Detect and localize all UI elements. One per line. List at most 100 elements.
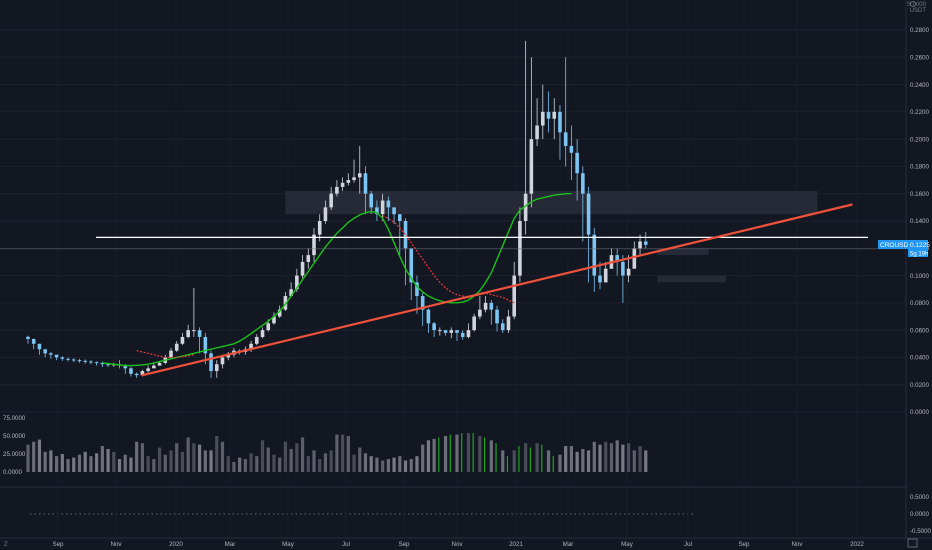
candle-body bbox=[409, 248, 414, 283]
time-tick-label: Nov bbox=[451, 541, 463, 548]
volume-bar bbox=[255, 456, 259, 472]
candle-body bbox=[289, 289, 293, 297]
candle-body bbox=[541, 111, 545, 126]
trendline bbox=[141, 203, 853, 377]
oscillator-tick-label: 0.5000 bbox=[910, 494, 929, 501]
volume-bar bbox=[329, 450, 333, 472]
candle-body bbox=[31, 339, 36, 344]
volume-bar bbox=[163, 454, 167, 472]
volume-bar bbox=[627, 443, 631, 472]
candle-body bbox=[455, 330, 459, 333]
volume-bar bbox=[466, 433, 471, 472]
price-tick-label: 0.2600 bbox=[910, 54, 929, 61]
time-tick-label: Mar bbox=[225, 541, 236, 548]
candle-body bbox=[478, 309, 482, 317]
price-tick-label: 0.0000 bbox=[910, 409, 929, 416]
settings-icon[interactable] bbox=[910, 1, 916, 7]
countdown-tag: 5g 19h bbox=[910, 252, 928, 258]
volume-bar bbox=[409, 459, 413, 472]
volume-bar bbox=[272, 454, 276, 472]
candle-body bbox=[134, 373, 139, 376]
volume-bar bbox=[449, 434, 451, 472]
volume-bar bbox=[135, 441, 139, 472]
volume-bar bbox=[644, 450, 648, 472]
volume-bar bbox=[323, 453, 328, 472]
price-tick-label: 0.0800 bbox=[910, 300, 929, 307]
candle-body bbox=[449, 330, 454, 333]
price-tick-label: 0.0600 bbox=[910, 327, 929, 334]
volume-bar bbox=[146, 456, 150, 472]
time-tick-label: Nov bbox=[791, 541, 803, 548]
candle-body bbox=[77, 360, 82, 362]
candle-body bbox=[37, 343, 42, 350]
volume-bar bbox=[443, 436, 448, 472]
currency-label-unit: USDT bbox=[910, 8, 927, 14]
countdown-tag-bg bbox=[908, 249, 928, 257]
volume-bar bbox=[89, 456, 93, 472]
volume-bar bbox=[632, 450, 636, 472]
candle-body bbox=[197, 330, 202, 337]
volume-bar bbox=[621, 444, 625, 472]
price-tick-label: 0.2400 bbox=[910, 82, 929, 89]
volume-bar bbox=[180, 451, 185, 472]
volume-bar bbox=[455, 434, 459, 472]
candle-body bbox=[489, 302, 494, 310]
candle-body bbox=[180, 336, 185, 344]
candle-body bbox=[420, 296, 425, 310]
moving-average-green bbox=[102, 193, 572, 367]
volume-bar bbox=[260, 440, 265, 472]
volume-bar bbox=[55, 456, 59, 472]
volume-bar bbox=[438, 437, 440, 472]
candle-body bbox=[329, 193, 333, 208]
symbol-tag-bg bbox=[878, 240, 908, 249]
candle-body bbox=[518, 221, 522, 276]
volume-tick-label: 50.0000 bbox=[3, 433, 26, 440]
candle-body bbox=[563, 132, 568, 146]
volume-bar bbox=[283, 441, 287, 472]
top-right-icon[interactable] bbox=[910, 1, 916, 7]
volume-bar bbox=[32, 441, 36, 472]
volume-bar bbox=[575, 451, 579, 472]
volume-bar bbox=[117, 459, 122, 472]
volume-bar bbox=[609, 443, 614, 472]
candle-body bbox=[472, 316, 476, 331]
volume-bar bbox=[306, 456, 310, 472]
auto-scale-icon[interactable] bbox=[907, 538, 918, 548]
volume-bar bbox=[478, 436, 482, 472]
volume-bar bbox=[249, 453, 253, 472]
volume-bar bbox=[375, 457, 379, 472]
volume-bar bbox=[215, 436, 219, 472]
price-tick-label: 0.0400 bbox=[910, 355, 929, 362]
volume-bar bbox=[369, 456, 373, 472]
bottom-right-icon[interactable]: Z bbox=[4, 538, 918, 548]
candle-body bbox=[569, 145, 574, 153]
candle-body bbox=[146, 368, 150, 372]
candle-body bbox=[615, 255, 619, 262]
candle-body bbox=[249, 343, 253, 350]
volume-bar bbox=[226, 456, 230, 472]
price-tick-label: 0.1000 bbox=[910, 273, 929, 280]
volume-bar bbox=[192, 443, 196, 472]
last-price-label[interactable]: CROUSDT 0.1225 5g 19h bbox=[878, 240, 930, 258]
volume-bar bbox=[392, 457, 396, 472]
candle-body bbox=[123, 365, 128, 369]
candle-body bbox=[66, 358, 70, 360]
volume-bar bbox=[512, 450, 516, 472]
volume-bar bbox=[312, 450, 316, 472]
candle-body bbox=[346, 180, 351, 183]
volume-bar bbox=[546, 450, 551, 472]
candle-body bbox=[415, 282, 419, 297]
candle-body bbox=[386, 200, 391, 208]
candle-body bbox=[312, 234, 316, 256]
timezone-icon[interactable]: Z bbox=[4, 542, 8, 548]
candle-body bbox=[226, 354, 230, 358]
volume-bar bbox=[341, 434, 345, 472]
candle-body bbox=[323, 207, 328, 221]
time-tick-label: Nov bbox=[110, 541, 122, 548]
candle-body bbox=[621, 261, 625, 276]
candle-body bbox=[277, 309, 282, 317]
volume-bar bbox=[232, 461, 236, 472]
candle-body bbox=[581, 173, 585, 194]
time-tick-label: Sep bbox=[52, 541, 64, 548]
